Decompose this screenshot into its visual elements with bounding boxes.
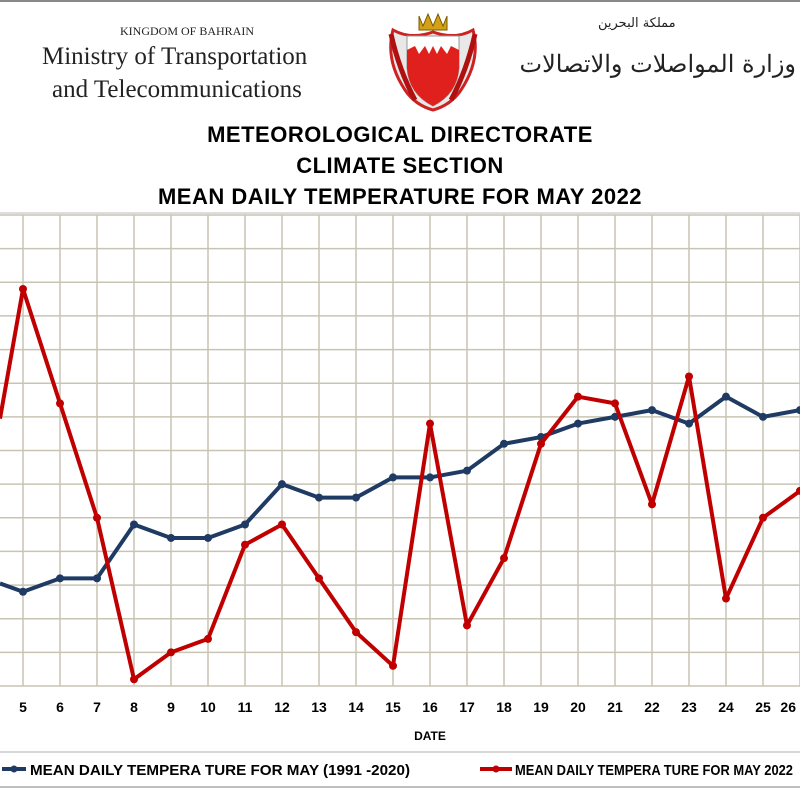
point-normal-day-10 bbox=[204, 533, 212, 542]
grid bbox=[0, 212, 800, 687]
x-tick-label: 14 bbox=[348, 699, 364, 715]
point-normal-day-24 bbox=[722, 392, 730, 401]
x-tick-label: 19 bbox=[533, 699, 549, 715]
x-tick-label: 26 bbox=[780, 699, 796, 715]
point-2022-day-11 bbox=[241, 540, 249, 549]
kingdom-label: KINGDOM OF BAHRAIN bbox=[120, 24, 255, 38]
point-2022-day-13 bbox=[315, 574, 323, 583]
point-2022-day-17 bbox=[463, 621, 471, 630]
x-tick-label: 8 bbox=[130, 699, 138, 715]
legend-label-normal: MEAN DAILY TEMPERA TURE FOR MAY (1991 -2… bbox=[30, 762, 410, 779]
point-normal-day-12 bbox=[278, 480, 286, 489]
point-2022-day-20 bbox=[574, 392, 582, 401]
point-2022-day-21 bbox=[611, 399, 619, 408]
chart-title-line2: CLIMATE SECTION bbox=[296, 153, 504, 178]
point-2022-day-19 bbox=[537, 439, 545, 448]
point-normal-day-13 bbox=[315, 493, 323, 502]
point-normal-day-23 bbox=[685, 419, 693, 428]
legend-marker-2022-dot bbox=[492, 765, 500, 773]
point-2022-day-12 bbox=[278, 520, 286, 529]
point-normal-day-7 bbox=[93, 574, 101, 583]
point-2022-day-23 bbox=[685, 372, 693, 381]
x-tick-label: 22 bbox=[644, 699, 660, 715]
series-line-normal bbox=[0, 394, 800, 594]
x-tick-label: 9 bbox=[167, 699, 175, 715]
series-lines bbox=[0, 285, 800, 684]
chart-title-line1: METEOROLOGICAL DIRECTORATE bbox=[207, 122, 593, 147]
legend-marker-normal-dot bbox=[10, 765, 18, 773]
x-axis-label: DATE bbox=[414, 729, 446, 743]
point-2022-day-7 bbox=[93, 513, 101, 522]
point-normal-day-21 bbox=[611, 412, 619, 421]
point-2022-day-22 bbox=[648, 500, 656, 509]
point-normal-day-6 bbox=[56, 574, 64, 583]
point-2022-day-6 bbox=[56, 399, 64, 408]
x-tick-label: 18 bbox=[496, 699, 512, 715]
ministry-header: KINGDOM OF BAHRAIN Ministry of Transport… bbox=[0, 0, 800, 120]
point-2022-day-14 bbox=[352, 628, 360, 637]
point-2022-day-8 bbox=[130, 675, 138, 684]
point-normal-day-11 bbox=[241, 520, 249, 529]
x-tick-label: 15 bbox=[385, 699, 401, 715]
ministry-name-line2: and Telecommunications bbox=[52, 76, 302, 103]
point-2022-day-24 bbox=[722, 594, 730, 603]
x-tick-label: 10 bbox=[200, 699, 216, 715]
point-normal-day-8 bbox=[130, 520, 138, 529]
x-tick-label: 11 bbox=[238, 699, 253, 715]
point-2022-day-16 bbox=[426, 419, 434, 428]
x-tick-label: 13 bbox=[311, 699, 327, 715]
legend: MEAN DAILY TEMPERA TURE FOR MAY (1991 -2… bbox=[2, 762, 793, 779]
point-normal-day-5 bbox=[19, 587, 27, 596]
x-tick-label: 7 bbox=[93, 699, 101, 715]
x-tick-labels: 5 6 7 8 9 10 11 12 13 14 15 16 17 18 19 20 21 22 23 24 25 26 bbox=[19, 699, 796, 715]
point-2022-day-9 bbox=[167, 648, 175, 657]
arabic-ministry-name: وزارة المواصلات والاتصالات bbox=[519, 50, 796, 78]
x-tick-label: 16 bbox=[422, 699, 438, 715]
x-tick-label: 12 bbox=[274, 699, 290, 715]
chart-title-line3: MEAN DAILY TEMPERATURE FOR MAY 2022 bbox=[157, 184, 643, 209]
point-2022-day-25 bbox=[759, 513, 767, 522]
point-normal-day-25 bbox=[759, 412, 767, 421]
point-2022-day-10 bbox=[204, 634, 212, 643]
x-tick-label: 21 bbox=[607, 699, 623, 715]
bahrain-coat-of-arms-logo bbox=[388, 12, 478, 112]
point-normal-day-16 bbox=[426, 473, 434, 482]
arabic-kingdom-label: مملكة البحرين bbox=[598, 16, 676, 31]
point-normal-day-14 bbox=[352, 493, 360, 502]
point-normal-day-17 bbox=[463, 466, 471, 475]
point-2022-day-15 bbox=[389, 661, 397, 670]
point-normal-day-18 bbox=[500, 439, 508, 448]
point-normal-day-22 bbox=[648, 406, 656, 415]
x-tick-label: 25 bbox=[755, 699, 771, 715]
point-2022-day-26 bbox=[796, 486, 800, 495]
ministry-name-line1: Ministry of Transportation bbox=[42, 43, 308, 70]
point-normal-day-26 bbox=[796, 406, 800, 415]
point-normal-day-20 bbox=[574, 419, 582, 428]
x-tick-label: 23 bbox=[681, 699, 697, 715]
x-tick-label: 5 bbox=[19, 699, 27, 715]
x-tick-label: 17 bbox=[459, 699, 475, 715]
x-tick-label: 6 bbox=[56, 699, 64, 715]
x-tick-label: 24 bbox=[718, 699, 734, 715]
point-normal-day-15 bbox=[389, 473, 397, 482]
point-2022-day-5 bbox=[19, 285, 27, 294]
point-2022-day-18 bbox=[500, 554, 508, 563]
legend-label-2022: MEAN DAILY TEMPERA TURE FOR MAY 2022 bbox=[515, 762, 793, 779]
x-tick-label: 20 bbox=[570, 699, 586, 715]
point-normal-day-9 bbox=[167, 533, 175, 542]
